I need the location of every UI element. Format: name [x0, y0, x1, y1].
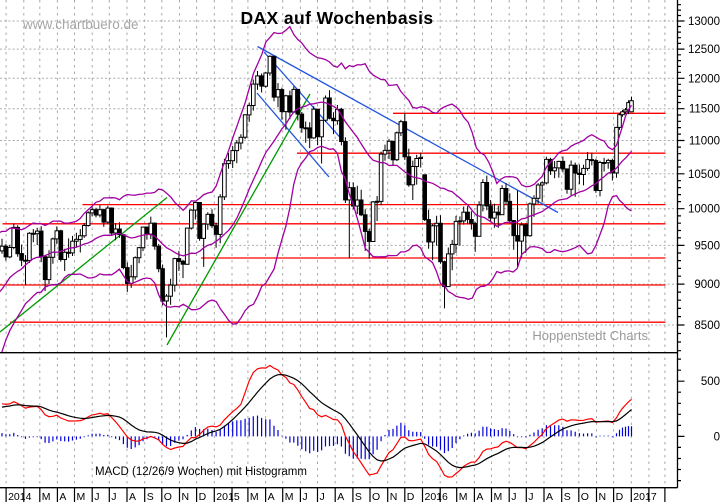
svg-text:A: A: [268, 491, 275, 502]
svg-text:J: J: [320, 491, 325, 502]
svg-text:Hoppenstedt Charts: Hoppenstedt Charts: [532, 328, 648, 343]
svg-text:9000: 9000: [694, 279, 720, 291]
svg-text:N: N: [390, 491, 398, 502]
svg-text:2015: 2015: [216, 491, 240, 502]
svg-text:M: M: [42, 491, 51, 502]
svg-text:M: M: [285, 491, 294, 502]
svg-text:9500: 9500: [694, 240, 720, 252]
svg-text:500: 500: [701, 376, 720, 388]
svg-text:N: N: [599, 491, 607, 502]
svg-text:S: S: [564, 491, 571, 502]
svg-text:12500: 12500: [688, 44, 720, 56]
svg-text:11500: 11500: [689, 104, 720, 116]
svg-text:A: A: [59, 491, 66, 502]
svg-text:N: N: [182, 491, 190, 502]
svg-text:12000: 12000: [688, 73, 720, 85]
svg-text:10000: 10000: [688, 204, 720, 216]
svg-text:O: O: [372, 491, 380, 502]
svg-text:2017: 2017: [633, 491, 657, 502]
svg-text:M: M: [459, 491, 468, 502]
svg-text:J: J: [94, 491, 99, 502]
svg-text:13000: 13000: [688, 16, 720, 28]
svg-text:A: A: [337, 491, 344, 502]
svg-text:2014: 2014: [8, 491, 32, 502]
svg-text:D: D: [407, 491, 415, 502]
svg-text:J: J: [111, 491, 116, 502]
svg-text:www.chartbuero.de: www.chartbuero.de: [22, 17, 139, 32]
svg-text:2016: 2016: [425, 491, 449, 502]
svg-text:S: S: [355, 491, 362, 502]
svg-text:A: A: [129, 491, 136, 502]
svg-text:MACD (12/26/9 Wochen) mit Hist: MACD (12/26/9 Wochen) mit Histogramm: [95, 466, 307, 478]
svg-text:S: S: [147, 491, 154, 502]
svg-text:M: M: [77, 491, 86, 502]
svg-text:A: A: [546, 491, 553, 502]
svg-text:DAX auf Wochenbasis: DAX auf Wochenbasis: [240, 8, 433, 28]
svg-text:0: 0: [714, 431, 720, 443]
svg-text:A: A: [476, 491, 483, 502]
svg-text:8500: 8500: [694, 320, 720, 332]
svg-text:O: O: [164, 491, 172, 502]
svg-text:11000: 11000: [689, 136, 720, 148]
svg-text:J: J: [302, 491, 307, 502]
svg-text:D: D: [616, 491, 624, 502]
svg-text:M: M: [250, 491, 259, 502]
svg-text:J: J: [511, 491, 516, 502]
svg-text:10500: 10500: [688, 169, 720, 181]
svg-text:O: O: [581, 491, 589, 502]
svg-text:J: J: [528, 491, 533, 502]
svg-text:M: M: [494, 491, 503, 502]
svg-text:D: D: [199, 491, 207, 502]
